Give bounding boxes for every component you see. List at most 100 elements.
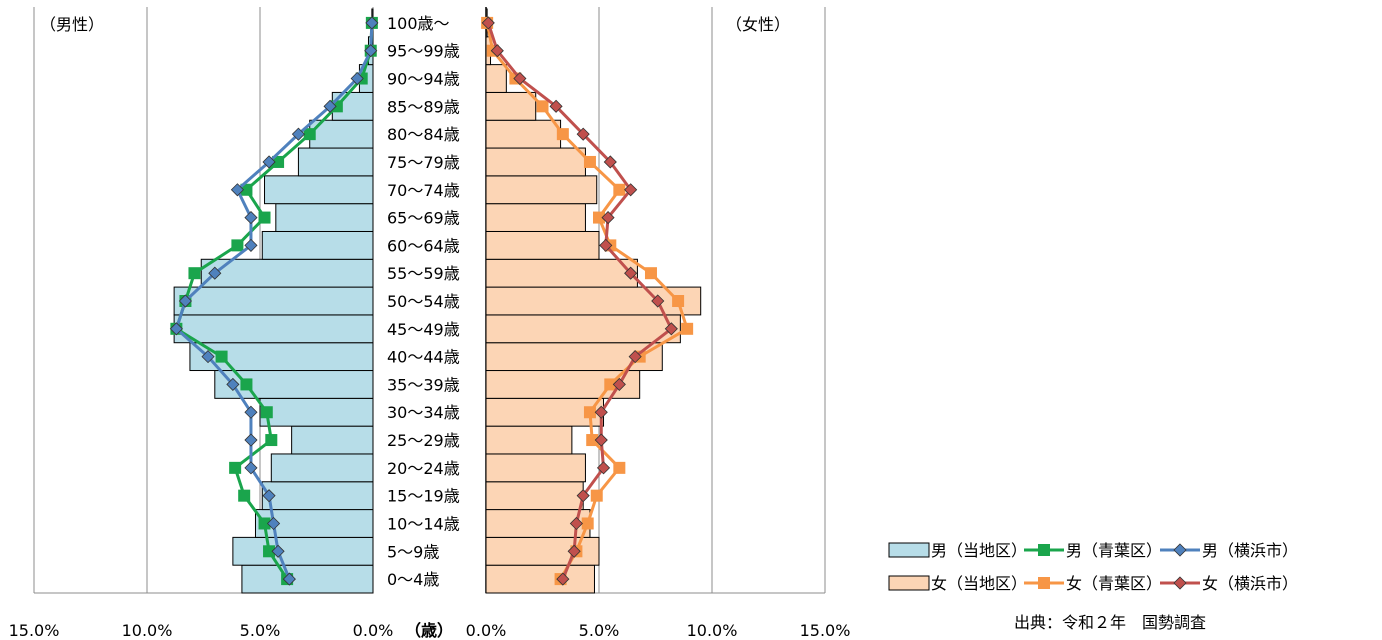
series-marker xyxy=(258,211,271,224)
series-marker xyxy=(569,516,583,531)
male-bar xyxy=(173,286,374,316)
legend-item: 女（横浜市） xyxy=(1160,574,1298,593)
tick-label: 15.0% xyxy=(9,621,60,640)
series-marker xyxy=(365,16,379,30)
male-bar xyxy=(261,230,374,260)
series-marker xyxy=(583,406,596,419)
series-女（横浜市） xyxy=(481,16,678,586)
tick-label: 5.0% xyxy=(579,621,620,640)
female-bar xyxy=(485,147,586,177)
series-marker xyxy=(624,266,638,280)
female-side-label: （女性） xyxy=(726,15,790,34)
age-label: 25～29歳 xyxy=(387,431,460,450)
series-marker xyxy=(613,461,626,474)
age-label: 20～24歳 xyxy=(387,459,460,478)
series-marker xyxy=(323,99,337,113)
series-marker xyxy=(576,127,590,141)
legend: 男（当地区） 男（青葉区） 男（横浜市） 女（当地区） 女（青葉区） 女（横浜市） xyxy=(888,541,1298,593)
axis-unit-label: （歳） xyxy=(405,621,453,640)
series-marker xyxy=(644,267,657,280)
tick-label: 5.0% xyxy=(240,621,281,640)
series-marker xyxy=(651,294,665,308)
age-label: 15～19歳 xyxy=(387,487,460,506)
series-marker xyxy=(590,489,603,502)
series-marker xyxy=(581,517,594,530)
legend-item: 女（当地区） xyxy=(888,574,1027,593)
series-marker xyxy=(549,99,563,113)
age-labels: 0～4歳 5～9歳 10～14歳 15～19歳 20～24歳 25～29歳 30～34歳 35… xyxy=(387,14,460,589)
female-bar xyxy=(485,175,598,205)
legend-swatch xyxy=(888,575,930,591)
legend-item: 男（横浜市） xyxy=(1160,541,1298,560)
age-label: 95～99歳 xyxy=(387,42,460,61)
male-bar xyxy=(259,397,374,427)
series-marker xyxy=(240,378,253,391)
series-marker xyxy=(215,350,228,363)
age-label: 60～64歳 xyxy=(387,236,460,255)
legend-label: 男（横浜市） xyxy=(1202,541,1298,560)
male-bar xyxy=(291,425,374,455)
female-bar xyxy=(485,564,595,594)
series-marker xyxy=(244,461,258,475)
series-lines xyxy=(169,16,694,586)
series-marker xyxy=(229,461,242,474)
age-label: 35～39歳 xyxy=(387,375,460,394)
series-marker xyxy=(576,489,590,503)
series-marker xyxy=(490,44,504,58)
series-marker xyxy=(601,211,615,225)
legend-label: 女（横浜市） xyxy=(1202,574,1298,593)
tick-label: 15.0% xyxy=(800,621,851,640)
age-label: 10～14歳 xyxy=(387,514,460,533)
series-marker xyxy=(303,128,316,141)
tick-labels: 15.0% 10.0% 5.0% 0.0% 0.0% 5.0% 10.0% 15.0% （歳） xyxy=(9,621,851,640)
series-marker xyxy=(596,461,611,475)
series-marker xyxy=(271,544,285,558)
tick-label: 10.0% xyxy=(687,621,738,640)
female-bar xyxy=(485,203,586,232)
series-marker xyxy=(481,16,495,30)
male-bar xyxy=(270,453,374,483)
series-marker xyxy=(583,155,596,168)
series-marker xyxy=(208,266,222,280)
series-marker xyxy=(244,433,258,447)
series-marker xyxy=(188,267,201,280)
legend-marker xyxy=(1173,576,1187,590)
age-label: 65～69歳 xyxy=(387,209,460,228)
series-marker xyxy=(556,572,570,586)
age-label: 0～4歳 xyxy=(387,570,439,589)
female-bar xyxy=(485,286,702,316)
tick-label: 10.0% xyxy=(122,621,173,640)
series-marker xyxy=(681,322,694,335)
legend-label: 女（青葉区） xyxy=(1066,574,1162,593)
series-marker xyxy=(594,405,608,419)
series-marker xyxy=(262,155,276,169)
female-bar xyxy=(485,425,573,455)
series-marker xyxy=(226,377,240,391)
series-男（横浜市） xyxy=(169,16,379,586)
age-label: 50～54歳 xyxy=(387,292,460,311)
male-bar xyxy=(200,258,374,288)
age-label: 45～49歳 xyxy=(387,320,460,339)
female-bar xyxy=(485,230,600,260)
series-marker xyxy=(201,350,215,364)
series-marker xyxy=(282,572,296,586)
series-marker xyxy=(612,377,626,391)
legend-item: 男（青葉区） xyxy=(1024,541,1162,560)
age-label: 5～9歳 xyxy=(387,542,439,561)
bars xyxy=(173,8,702,594)
female-bar xyxy=(485,64,507,93)
legend-label: 男（青葉区） xyxy=(1066,541,1162,560)
series-marker xyxy=(624,183,638,197)
series-marker xyxy=(244,238,258,252)
series-marker xyxy=(613,183,626,196)
series-marker xyxy=(599,238,613,252)
series-marker xyxy=(238,489,251,502)
source-note: 出典：令和２年 国勢調査 xyxy=(1014,613,1206,632)
series-marker xyxy=(231,239,244,252)
legend-label: 女（当地区） xyxy=(931,574,1027,593)
age-label: 55～59歳 xyxy=(387,264,460,283)
series-marker xyxy=(628,350,642,364)
male-side-label: （男性） xyxy=(40,15,104,34)
age-label: 80～84歳 xyxy=(387,125,460,144)
